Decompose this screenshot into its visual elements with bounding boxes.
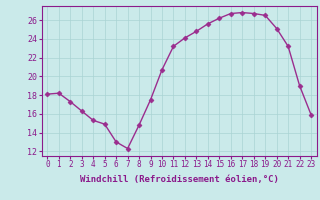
X-axis label: Windchill (Refroidissement éolien,°C): Windchill (Refroidissement éolien,°C) — [80, 175, 279, 184]
